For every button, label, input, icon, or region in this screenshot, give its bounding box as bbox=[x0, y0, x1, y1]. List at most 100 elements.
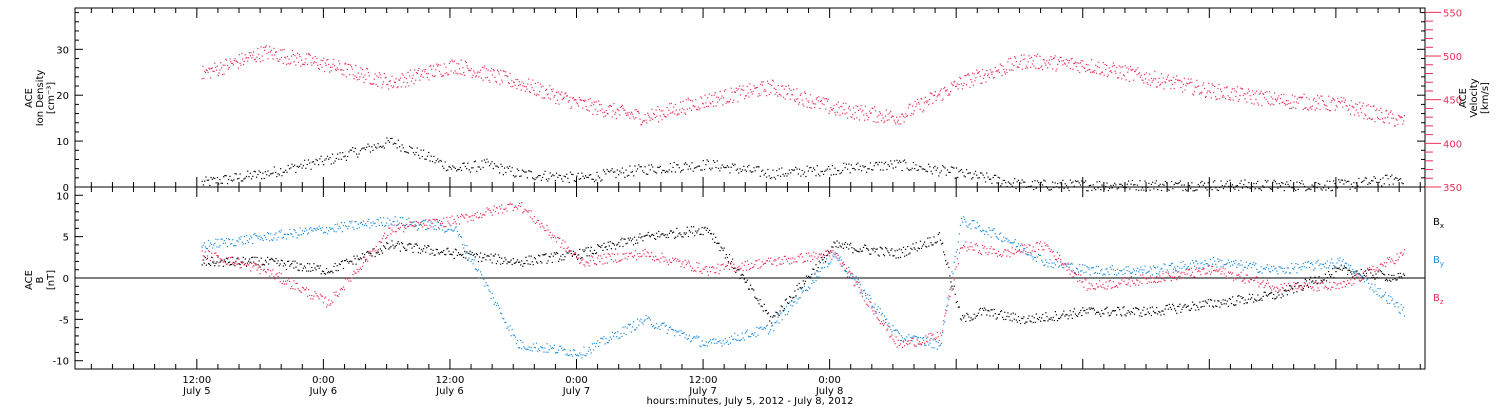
bx-point bbox=[1249, 298, 1252, 300]
by-point bbox=[889, 326, 891, 328]
velocity-point bbox=[1201, 91, 1203, 93]
velocity-point bbox=[275, 51, 277, 53]
by-point bbox=[968, 224, 970, 226]
density-point bbox=[1255, 182, 1257, 185]
density-point bbox=[1126, 183, 1128, 185]
density-point bbox=[357, 156, 359, 158]
by-point bbox=[755, 336, 757, 338]
velocity-point bbox=[410, 69, 412, 71]
velocity-point bbox=[1058, 61, 1060, 63]
bx-point bbox=[368, 252, 370, 254]
bx-point bbox=[1162, 310, 1164, 312]
density-point bbox=[634, 165, 636, 167]
by-point bbox=[372, 221, 374, 223]
velocity-point bbox=[648, 116, 650, 118]
by-point bbox=[269, 240, 271, 242]
density-point bbox=[654, 171, 656, 173]
bx-point bbox=[1085, 312, 1087, 314]
density-point bbox=[458, 168, 460, 170]
bx-point bbox=[1341, 269, 1343, 271]
velocity-point bbox=[926, 102, 928, 104]
bx-point bbox=[632, 244, 635, 246]
density-point bbox=[697, 165, 699, 167]
bx-point bbox=[908, 253, 910, 255]
velocity-point bbox=[550, 98, 552, 100]
velocity-point bbox=[1238, 99, 1240, 101]
velocity-point bbox=[617, 109, 619, 111]
velocity-point bbox=[496, 81, 498, 83]
velocity-point bbox=[265, 45, 267, 47]
bx-point bbox=[453, 257, 455, 259]
density-point bbox=[792, 169, 794, 171]
density-point bbox=[1202, 184, 1204, 186]
by-point bbox=[1218, 261, 1220, 263]
density-point bbox=[1345, 181, 1347, 183]
by-point bbox=[362, 220, 365, 222]
velocity-point bbox=[987, 73, 990, 75]
bx-point bbox=[548, 255, 550, 258]
by-point bbox=[406, 218, 408, 221]
density-point bbox=[1021, 179, 1023, 181]
density-point bbox=[755, 166, 758, 168]
bx-point bbox=[1379, 270, 1381, 272]
bx-point bbox=[518, 261, 520, 263]
velocity-point bbox=[1067, 59, 1069, 61]
by-point bbox=[284, 233, 287, 235]
velocity-point bbox=[1036, 53, 1039, 55]
by-point bbox=[1123, 268, 1125, 270]
velocity-point bbox=[1063, 62, 1066, 64]
by-point bbox=[310, 227, 312, 229]
velocity-point bbox=[332, 63, 334, 65]
velocity-point bbox=[1296, 98, 1298, 100]
bx-point bbox=[759, 299, 761, 301]
velocity-point bbox=[503, 70, 505, 73]
density-point bbox=[710, 169, 712, 171]
bx-point bbox=[636, 239, 638, 241]
density-point bbox=[1183, 184, 1185, 186]
bx-point bbox=[451, 254, 453, 256]
by-point bbox=[1157, 266, 1159, 268]
bx-point bbox=[437, 252, 439, 254]
by-point bbox=[590, 352, 592, 354]
by-point bbox=[410, 224, 412, 226]
velocity-point bbox=[266, 53, 268, 55]
density-point bbox=[740, 170, 742, 173]
by-point bbox=[1164, 264, 1166, 266]
density-point bbox=[1296, 181, 1298, 183]
bx-point bbox=[899, 256, 901, 258]
bx-point bbox=[762, 310, 764, 312]
by-point bbox=[1084, 264, 1086, 266]
density-point bbox=[1179, 180, 1182, 182]
by-point bbox=[979, 230, 982, 232]
by-point bbox=[693, 336, 695, 338]
density-point bbox=[299, 165, 301, 167]
by-point bbox=[404, 224, 406, 227]
by-point bbox=[1317, 259, 1319, 261]
by-point bbox=[1299, 266, 1301, 268]
by-point bbox=[1369, 288, 1371, 290]
by-point bbox=[313, 228, 315, 230]
by-point bbox=[507, 326, 509, 328]
density-point bbox=[1340, 179, 1342, 181]
bx-point bbox=[356, 255, 358, 257]
by-point bbox=[223, 240, 225, 242]
density-point bbox=[938, 175, 940, 177]
density-point bbox=[1226, 180, 1228, 183]
velocity-point bbox=[1068, 62, 1070, 64]
velocity-point bbox=[723, 90, 725, 92]
velocity-point bbox=[1233, 87, 1235, 90]
velocity-point bbox=[717, 101, 719, 103]
velocity-point bbox=[1370, 106, 1372, 108]
bx-point bbox=[1093, 309, 1095, 311]
velocity-point bbox=[1111, 71, 1113, 73]
by-point bbox=[1386, 300, 1388, 302]
density-point bbox=[483, 159, 485, 161]
velocity-point bbox=[315, 62, 317, 64]
bx-point bbox=[828, 250, 830, 253]
density-point bbox=[1186, 190, 1188, 192]
bx-point bbox=[789, 295, 791, 298]
density-point bbox=[919, 165, 921, 167]
velocity-point bbox=[1135, 69, 1137, 71]
density-point bbox=[874, 162, 877, 164]
by-point bbox=[708, 340, 711, 343]
